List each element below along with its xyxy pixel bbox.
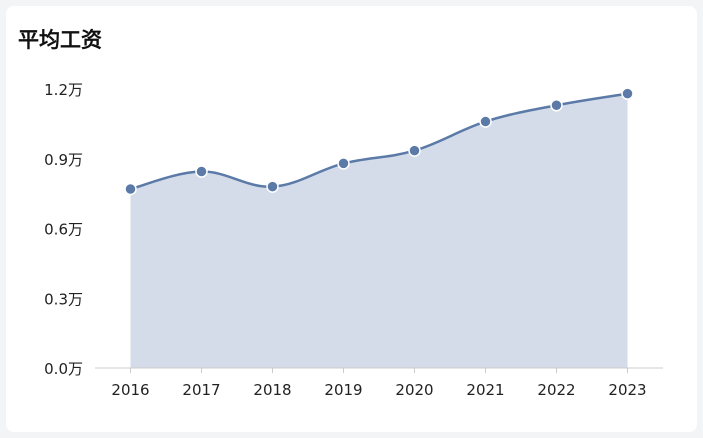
y-tick-label: 0.0万 (44, 360, 83, 378)
x-tick-label: 2019 (324, 381, 362, 399)
data-point (124, 182, 137, 196)
x-tick-label: 2016 (111, 381, 149, 399)
data-point (550, 99, 563, 112)
data-point (408, 144, 421, 157)
data-point (479, 115, 492, 128)
data-point (195, 165, 208, 178)
chart-title: 平均工资 (18, 28, 102, 52)
data-point (337, 157, 350, 170)
y-tick-label: 0.6万 (44, 221, 83, 239)
x-tick-label: 2017 (182, 381, 220, 399)
y-tick-label: 0.3万 (44, 290, 83, 308)
series-area (130, 93, 628, 369)
data-point (621, 87, 634, 100)
series-line (130, 92, 628, 191)
y-tick-label: 0.9万 (44, 151, 83, 169)
x-tick-label: 2023 (608, 381, 646, 399)
y-tick-label: 1.2万 (44, 81, 83, 99)
data-point (266, 180, 279, 193)
x-tick-label: 2020 (395, 381, 433, 399)
x-tick-label: 2018 (253, 381, 291, 399)
x-tick-label: 2021 (466, 381, 504, 399)
x-tick-label: 2022 (537, 381, 575, 399)
